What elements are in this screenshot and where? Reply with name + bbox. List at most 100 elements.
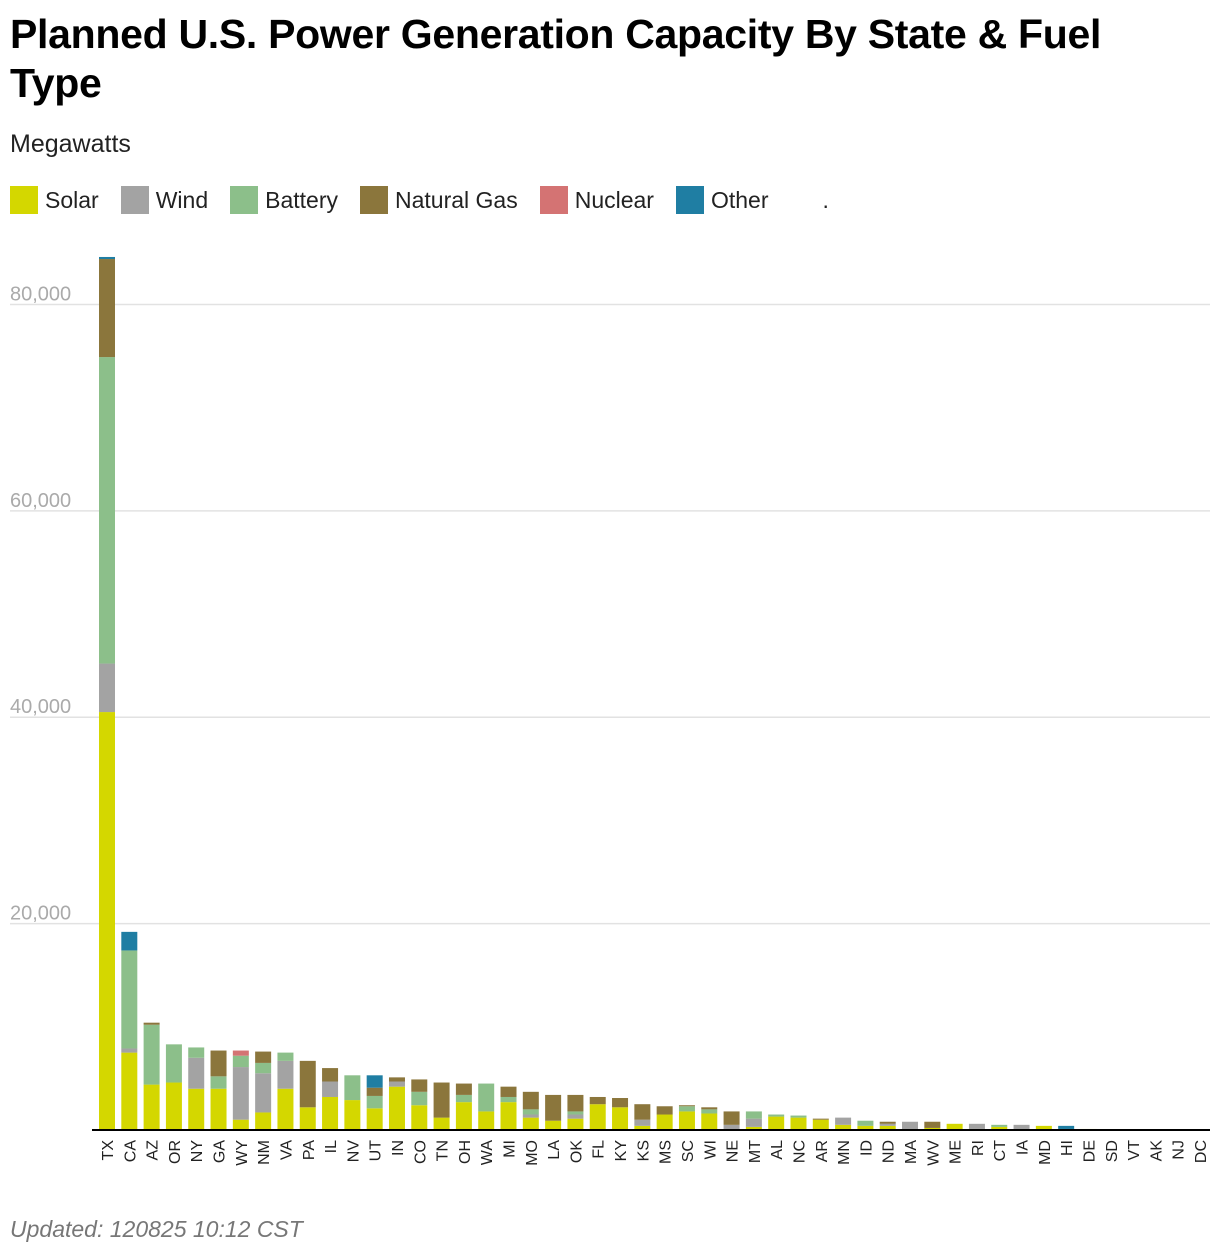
bar-nd-solar[interactable] (879, 1125, 896, 1130)
bar-wy-battery[interactable] (232, 1055, 249, 1068)
bar-ut-battery[interactable] (366, 1095, 383, 1109)
bar-ut-solar[interactable] (366, 1108, 383, 1130)
bar-tx-solar[interactable] (99, 712, 115, 1130)
bar-ma-wind[interactable] (902, 1121, 919, 1130)
bar-mo-solar[interactable] (522, 1117, 539, 1130)
bar-co-battery[interactable] (411, 1091, 428, 1106)
bar-wv-natural-gas[interactable] (924, 1121, 941, 1128)
bar-fl-natural-gas[interactable] (589, 1096, 606, 1105)
bar-az-solar[interactable] (143, 1084, 160, 1130)
bar-ut-natural-gas[interactable] (366, 1087, 383, 1096)
bar-al-solar[interactable] (768, 1116, 785, 1130)
bar-tx-wind[interactable] (99, 663, 115, 713)
bar-il-solar[interactable] (322, 1096, 339, 1130)
bar-ny-solar[interactable] (188, 1088, 205, 1130)
bar-ga-solar[interactable] (210, 1088, 227, 1130)
bar-ks-solar[interactable] (634, 1125, 651, 1130)
bar-ok-wind[interactable] (567, 1114, 584, 1119)
bar-ok-solar[interactable] (567, 1118, 584, 1130)
bar-wi-natural-gas[interactable] (701, 1107, 718, 1110)
bar-mi-battery[interactable] (500, 1096, 517, 1103)
bar-ky-solar[interactable] (612, 1107, 629, 1130)
legend-item-other[interactable]: Other (675, 186, 769, 214)
bar-ok-natural-gas[interactable] (567, 1094, 584, 1112)
bar-or-solar[interactable] (165, 1082, 182, 1130)
bar-ny-wind[interactable] (188, 1057, 205, 1089)
bar-al-battery[interactable] (768, 1114, 785, 1117)
bar-il-natural-gas[interactable] (322, 1068, 339, 1082)
bar-ny-battery[interactable] (188, 1047, 205, 1058)
bar-pa-solar[interactable] (299, 1107, 316, 1130)
bar-nv-battery[interactable] (344, 1075, 361, 1101)
bar-co-solar[interactable] (411, 1105, 428, 1130)
bar-mo-battery[interactable] (522, 1109, 539, 1115)
bar-in-wind[interactable] (388, 1081, 405, 1087)
bar-wi-battery[interactable] (701, 1109, 718, 1114)
legend-item-solar[interactable]: Solar (10, 186, 99, 214)
bar-nm-battery[interactable] (255, 1062, 272, 1074)
bar-wa-solar[interactable] (478, 1111, 495, 1130)
bar-tn-solar[interactable] (433, 1117, 450, 1130)
bar-wy-wind[interactable] (232, 1067, 249, 1120)
legend-item-battery[interactable]: Battery (230, 186, 338, 214)
bar-in-natural-gas[interactable] (388, 1077, 405, 1082)
bar-co-natural-gas[interactable] (411, 1079, 428, 1092)
bar-ga-battery[interactable] (210, 1076, 227, 1089)
bar-id-solar[interactable] (857, 1125, 874, 1130)
legend-item-wind[interactable]: Wind (120, 186, 208, 214)
bar-il-wind[interactable] (322, 1081, 339, 1097)
bar-in-solar[interactable] (388, 1086, 405, 1130)
bar-wy-nuclear[interactable] (232, 1050, 249, 1056)
bar-ms-solar[interactable] (656, 1114, 673, 1130)
bar-tx-battery[interactable] (99, 357, 115, 664)
bar-pa-natural-gas[interactable] (299, 1060, 316, 1108)
bar-oh-battery[interactable] (455, 1094, 472, 1103)
bar-mt-solar[interactable] (745, 1126, 762, 1130)
bar-va-wind[interactable] (277, 1060, 294, 1089)
bar-ca-wind[interactable] (121, 1048, 138, 1053)
bar-ar-solar[interactable] (812, 1119, 829, 1130)
bar-ar-natural-gas[interactable] (812, 1118, 829, 1120)
bar-sc-natural-gas[interactable] (678, 1105, 695, 1107)
bar-ca-solar[interactable] (121, 1052, 138, 1130)
bar-az-battery[interactable] (143, 1024, 160, 1085)
bar-tx-other[interactable] (99, 256, 115, 260)
bar-az-natural-gas[interactable] (143, 1022, 160, 1025)
bar-ca-battery[interactable] (121, 950, 138, 1049)
bar-wa-battery[interactable] (478, 1083, 495, 1112)
bar-ct-solar[interactable] (991, 1126, 1008, 1130)
bar-ut-other[interactable] (366, 1075, 383, 1088)
bar-or-battery[interactable] (165, 1044, 182, 1083)
bar-mt-battery[interactable] (745, 1111, 762, 1119)
bar-ct-battery[interactable] (991, 1124, 1008, 1127)
bar-fl-solar[interactable] (589, 1104, 606, 1130)
bar-ks-wind[interactable] (634, 1119, 651, 1126)
bar-sc-solar[interactable] (678, 1111, 695, 1130)
bar-mn-solar[interactable] (835, 1124, 852, 1130)
bar-nd-wind[interactable] (879, 1123, 896, 1126)
bar-nc-solar[interactable] (790, 1117, 807, 1130)
bar-wv-solar[interactable] (924, 1127, 941, 1130)
bar-ne-natural-gas[interactable] (723, 1111, 740, 1125)
bar-wi-solar[interactable] (701, 1113, 718, 1130)
legend-item-nuclear[interactable]: Nuclear (539, 186, 654, 214)
bar-nv-solar[interactable] (344, 1100, 361, 1130)
bar-ms-natural-gas[interactable] (656, 1106, 673, 1115)
bar-sc-battery[interactable] (678, 1106, 695, 1112)
bar-nc-battery[interactable] (790, 1115, 807, 1118)
bar-la-solar[interactable] (545, 1120, 562, 1130)
bar-va-battery[interactable] (277, 1052, 294, 1061)
bar-nm-natural-gas[interactable] (255, 1051, 272, 1063)
bar-hi-other[interactable] (1058, 1125, 1075, 1129)
bar-nm-solar[interactable] (255, 1112, 272, 1130)
bar-ky-natural-gas[interactable] (612, 1098, 629, 1108)
bar-mo-wind[interactable] (522, 1114, 539, 1118)
bar-mo-natural-gas[interactable] (522, 1091, 539, 1110)
legend-item-natural-gas[interactable]: Natural Gas (359, 186, 518, 214)
bar-ks-natural-gas[interactable] (634, 1104, 651, 1120)
bar-ok-battery[interactable] (567, 1111, 584, 1115)
bar-me-solar[interactable] (946, 1123, 963, 1130)
bar-tx-natural-gas[interactable] (99, 259, 115, 358)
bar-ri-wind[interactable] (968, 1123, 985, 1129)
bar-ia-wind[interactable] (1013, 1124, 1030, 1130)
